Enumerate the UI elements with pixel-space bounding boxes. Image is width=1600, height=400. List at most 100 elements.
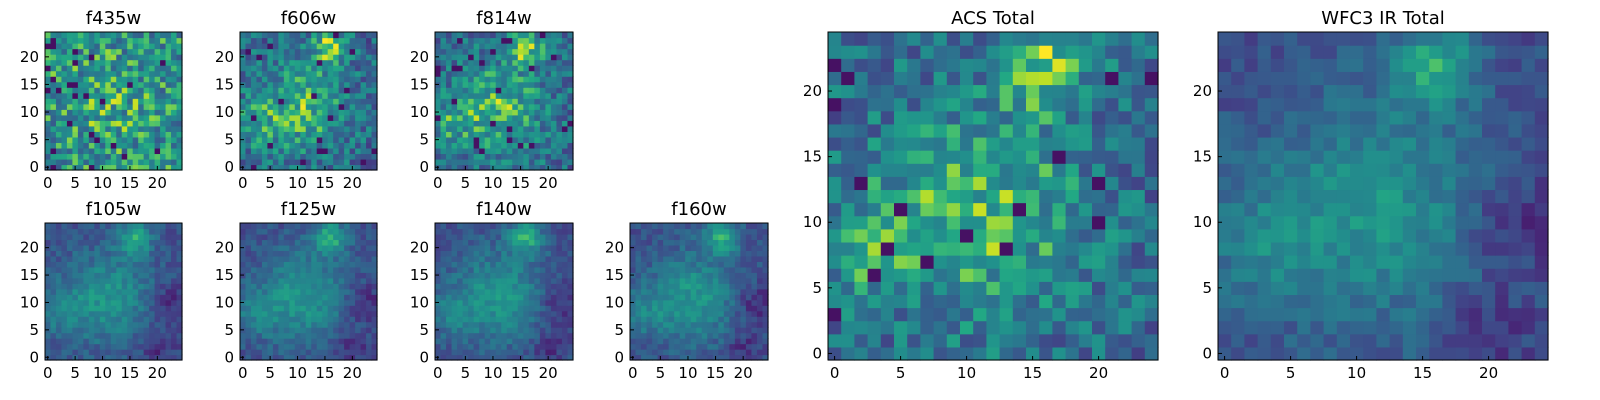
heatmap-cell <box>311 65 318 72</box>
heatmap-cell <box>517 277 524 284</box>
heatmap-cell <box>550 103 558 110</box>
heatmap-cell <box>349 92 356 99</box>
heatmap-cell <box>143 114 150 121</box>
heatmap-cell <box>105 343 112 350</box>
heatmap-cell <box>344 131 351 138</box>
heatmap-cell <box>333 43 340 50</box>
heatmap-cell <box>479 125 486 132</box>
heatmap-cell <box>907 163 921 177</box>
heatmap-cell <box>88 136 95 143</box>
heatmap-cell <box>696 223 703 230</box>
heatmap-cell <box>999 307 1014 322</box>
heatmap-cell <box>457 59 464 66</box>
heatmap-cell <box>50 98 57 105</box>
heatmap-cell <box>66 59 73 66</box>
heatmap-cell <box>165 283 172 290</box>
heatmap-cell <box>473 349 480 356</box>
heatmap-cell <box>138 37 145 44</box>
heatmap-cell <box>322 299 329 306</box>
heatmap-cell <box>143 120 150 127</box>
heatmap-cell <box>561 327 569 334</box>
heatmap-cell <box>685 277 692 284</box>
heatmap-cell <box>138 92 145 99</box>
heatmap-cell <box>550 272 558 279</box>
heatmap-cell <box>999 346 1014 361</box>
heatmap-cell <box>245 54 252 61</box>
heatmap-cell <box>322 283 329 290</box>
heatmap-cell <box>55 98 63 105</box>
heatmap-cell <box>528 233 535 241</box>
heatmap-cell <box>116 70 123 77</box>
heatmap-cell <box>451 54 458 61</box>
heatmap-cell <box>740 343 747 350</box>
heatmap-cell <box>77 277 84 284</box>
heatmap-cell <box>561 48 569 55</box>
heatmap-cell <box>867 123 882 138</box>
heatmap-cell <box>245 98 252 105</box>
heatmap-cell <box>240 228 247 235</box>
heatmap-cell <box>468 239 475 246</box>
heatmap-cell <box>462 239 469 246</box>
heatmap-cell <box>322 125 329 132</box>
heatmap-cell <box>132 87 139 94</box>
x-tick-label: 5 <box>461 174 471 192</box>
heatmap-cell <box>261 261 268 268</box>
heatmap-cell <box>539 32 546 39</box>
heatmap-cell <box>322 103 329 110</box>
heatmap-cell <box>55 305 63 312</box>
heatmap-cell <box>718 349 725 356</box>
heatmap-cell <box>495 43 502 50</box>
heatmap-cell <box>501 239 508 246</box>
heatmap-cell <box>316 354 323 361</box>
heatmap-cell <box>110 261 117 268</box>
heatmap-cell <box>322 92 329 99</box>
heatmap-cell <box>652 266 659 273</box>
heatmap-cell <box>171 81 178 88</box>
heatmap-cell <box>473 136 480 143</box>
heatmap-cell <box>311 305 318 312</box>
heatmap-cell <box>88 32 95 39</box>
heatmap-cell <box>635 354 642 361</box>
heatmap-cell <box>267 299 274 306</box>
heatmap-cell <box>61 321 68 328</box>
heatmap-cell <box>360 103 367 110</box>
heatmap-cell <box>55 136 63 143</box>
heatmap-cell <box>267 103 274 110</box>
heatmap-cell <box>550 70 558 77</box>
heatmap-cell <box>289 65 296 72</box>
heatmap-cell <box>132 103 139 110</box>
heatmap-cell <box>495 316 502 323</box>
heatmap-cell <box>440 120 447 127</box>
heatmap-cell <box>149 332 156 339</box>
heatmap-cell <box>349 261 356 268</box>
heatmap-cell <box>250 354 258 361</box>
heatmap-cell <box>567 136 574 143</box>
heatmap-cell <box>446 136 453 143</box>
heatmap-cell <box>121 228 128 235</box>
heatmap-cell <box>289 338 296 345</box>
heatmap-cell <box>171 343 178 350</box>
heatmap-cell <box>50 103 57 110</box>
heatmap-cell <box>663 310 670 317</box>
heatmap-cell <box>567 70 574 77</box>
heatmap-cell <box>305 233 312 241</box>
heatmap-cell <box>160 223 167 230</box>
heatmap-cell <box>245 277 252 284</box>
heatmap-cell <box>545 92 552 99</box>
heatmap-cell <box>240 65 247 72</box>
heatmap-cell <box>690 228 697 235</box>
heatmap-cell <box>679 332 686 339</box>
heatmap-cell <box>66 332 73 339</box>
heatmap-cell <box>701 316 708 323</box>
heatmap-cell <box>272 327 279 334</box>
heatmap-cell <box>451 294 458 301</box>
heatmap-cell <box>305 266 312 273</box>
heatmap-cell <box>245 70 252 77</box>
heatmap-cell <box>479 136 486 143</box>
heatmap-cell <box>283 37 290 44</box>
heatmap-cell <box>55 288 63 295</box>
heatmap-cell <box>99 131 106 138</box>
heatmap-cell <box>534 98 541 105</box>
heatmap-cell <box>245 136 252 143</box>
heatmap-cell <box>105 81 112 88</box>
